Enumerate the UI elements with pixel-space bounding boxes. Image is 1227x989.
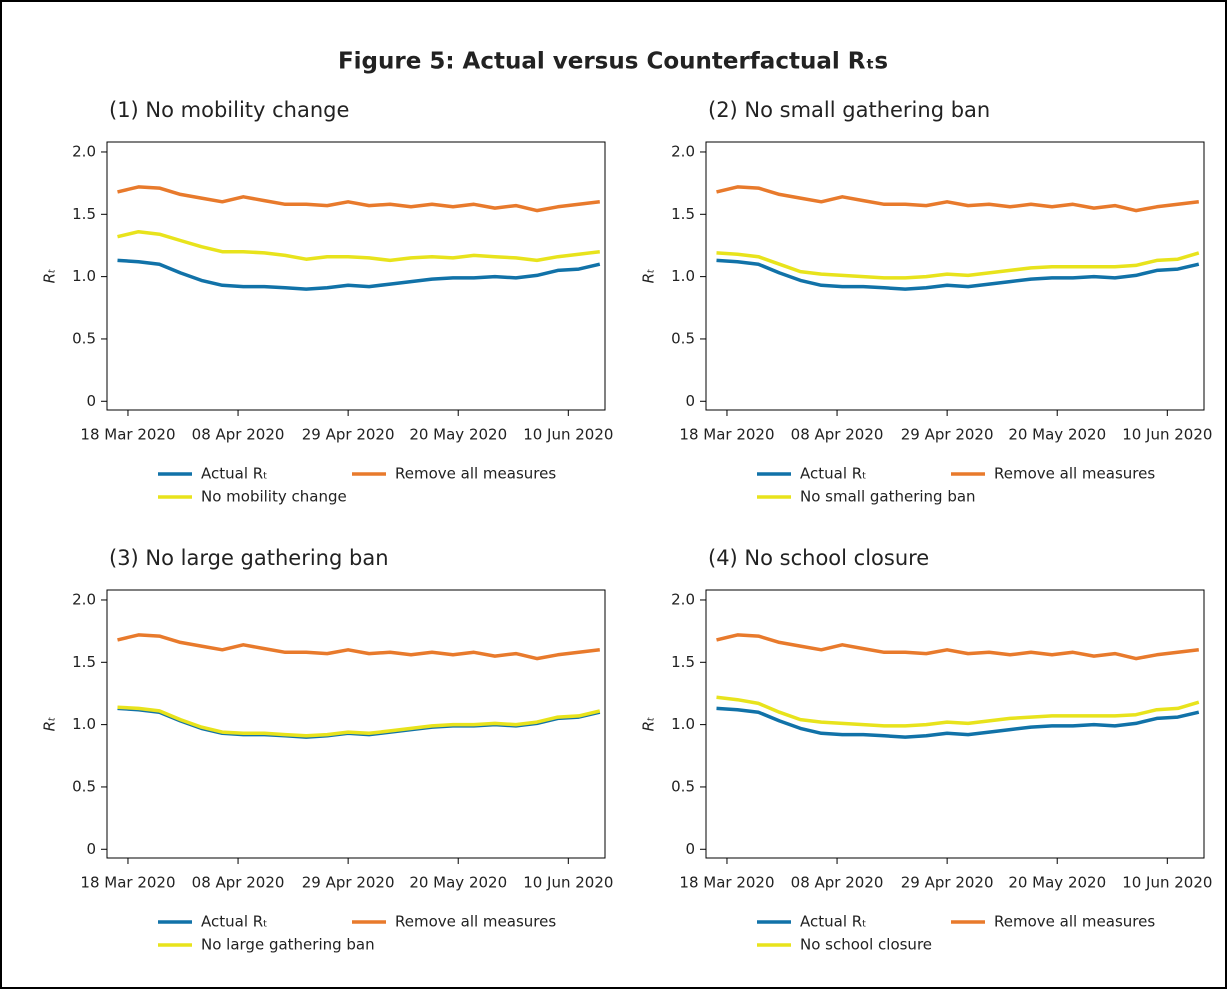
plot-frame (106, 141, 606, 411)
series-line (716, 251, 1200, 280)
plot-frame (705, 141, 1205, 411)
x-tick-label: 29 Apr 2020 (901, 874, 994, 892)
y-tick-label: 0.5 (72, 777, 96, 795)
legend-label: Remove all measures (994, 913, 1155, 931)
legend-label: Remove all measures (395, 913, 556, 931)
x-tick-label: 08 Apr 2020 (791, 874, 884, 892)
x-tick-label: 08 Apr 2020 (192, 426, 285, 444)
y-tick-label: 1.5 (671, 653, 695, 671)
plot-frame (106, 589, 606, 859)
x-tick-label: 29 Apr 2020 (901, 426, 994, 444)
x-tick-label: 18 Mar 2020 (679, 426, 774, 444)
y-axis-label: Rₜ (41, 717, 59, 732)
x-tick-label: 18 Mar 2020 (80, 426, 175, 444)
legend-label: Remove all measures (395, 465, 556, 483)
series-line (716, 633, 1200, 661)
x-tick-label: 29 Apr 2020 (302, 426, 395, 444)
x-tick-label: 20 May 2020 (409, 874, 507, 892)
series-line (716, 185, 1200, 213)
x-tick-label: 08 Apr 2020 (192, 874, 285, 892)
y-tick-label: 0 (86, 840, 96, 858)
y-tick-label: 2.0 (671, 590, 695, 608)
x-tick-label: 20 May 2020 (409, 426, 507, 444)
series-line (117, 705, 601, 738)
legend-label: No school closure (800, 936, 932, 954)
y-tick-label: 1.0 (72, 715, 96, 733)
series-line (716, 695, 1200, 728)
y-tick-label: 1.0 (72, 267, 96, 285)
figure-title: Figure 5: Actual versus Counterfactual R… (338, 49, 888, 75)
y-tick-label: 0 (86, 392, 96, 410)
y-tick-label: 2.0 (72, 590, 96, 608)
y-axis-label: Rₜ (640, 269, 658, 284)
x-tick-label: 10 Jun 2020 (523, 426, 613, 444)
legend-label: Remove all measures (994, 465, 1155, 483)
y-tick-label: 1.5 (671, 205, 695, 223)
y-tick-label: 1.0 (671, 715, 695, 733)
legend-label: Actual Rₜ (800, 465, 867, 483)
y-tick-label: 0.5 (671, 329, 695, 347)
y-axis-label: Rₜ (41, 269, 59, 284)
series-line (716, 258, 1200, 291)
legend-label: No small gathering ban (800, 488, 976, 506)
legend-label: Actual Rₜ (201, 465, 268, 483)
y-axis-label: Rₜ (640, 717, 658, 732)
legend-label: Actual Rₜ (800, 913, 867, 931)
legend-label: No mobility change (201, 488, 347, 506)
x-tick-label: 29 Apr 2020 (302, 874, 395, 892)
panel-subtitle: (2) No small gathering ban (708, 98, 990, 122)
y-tick-label: 0 (685, 840, 695, 858)
series-line (117, 229, 601, 263)
y-tick-label: 1.0 (671, 267, 695, 285)
y-tick-label: 0 (685, 392, 695, 410)
plot-frame (705, 589, 1205, 859)
y-tick-label: 0.5 (671, 777, 695, 795)
series-line (117, 258, 601, 291)
x-tick-label: 18 Mar 2020 (679, 874, 774, 892)
legend-label: No large gathering ban (201, 936, 375, 954)
panel-subtitle: (3) No large gathering ban (109, 546, 389, 570)
legend-label: Actual Rₜ (201, 913, 268, 931)
series-line (117, 185, 601, 213)
x-tick-label: 20 May 2020 (1008, 874, 1106, 892)
x-tick-label: 10 Jun 2020 (523, 874, 613, 892)
panel-subtitle: (1) No mobility change (109, 98, 349, 122)
y-tick-label: 2.0 (671, 142, 695, 160)
panel-subtitle: (4) No school closure (708, 546, 929, 570)
y-tick-label: 1.5 (72, 653, 96, 671)
series-line (716, 706, 1200, 739)
y-tick-label: 2.0 (72, 142, 96, 160)
series-line (117, 633, 601, 661)
x-tick-label: 18 Mar 2020 (80, 874, 175, 892)
x-tick-label: 10 Jun 2020 (1122, 874, 1212, 892)
y-tick-label: 0.5 (72, 329, 96, 347)
x-tick-label: 08 Apr 2020 (791, 426, 884, 444)
x-tick-label: 20 May 2020 (1008, 426, 1106, 444)
x-tick-label: 10 Jun 2020 (1122, 426, 1212, 444)
y-tick-label: 1.5 (72, 205, 96, 223)
